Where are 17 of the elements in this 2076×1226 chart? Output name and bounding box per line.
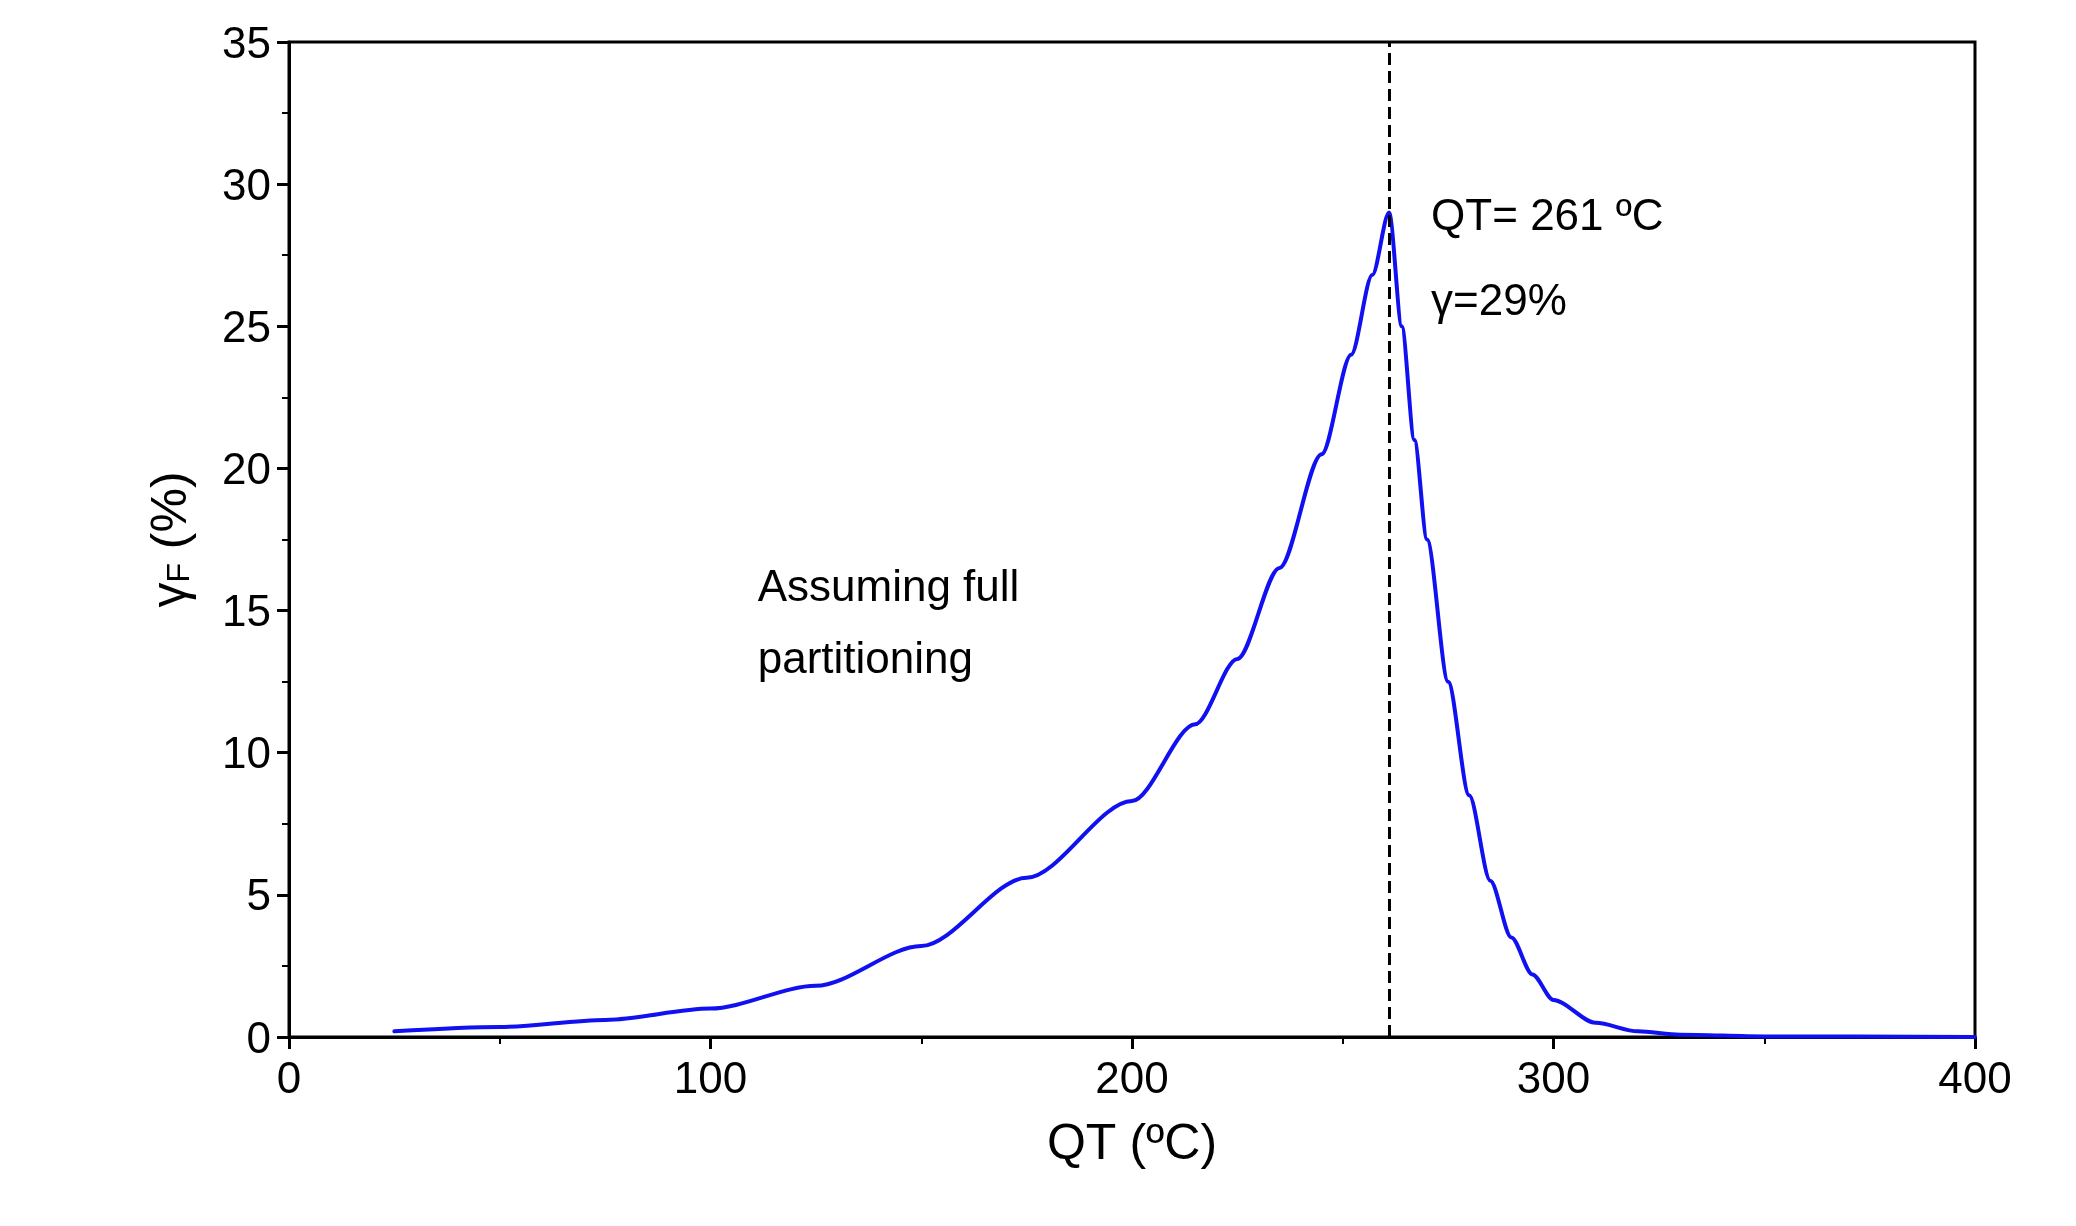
x-axis-title: QT (ºC) [1046,1114,1218,1170]
y-tick-label: 15 [222,586,271,636]
annotation: QT= 261 ºC [1431,190,1664,240]
x-tick-label: 300 [1516,1052,1591,1102]
x-tick-label: 200 [1095,1052,1169,1102]
y-tick-label: 0 [246,1012,271,1062]
annotation: Assuming full partitioning [757,560,1020,682]
y-tick-label: 35 [222,17,271,67]
x-tick-label: 400 [1938,1052,2012,1102]
annotation: γ=29% [1431,275,1567,325]
y-tick-label: 25 [222,301,271,351]
y-tick-label: 5 [246,870,271,920]
y-tick-label: 10 [222,728,271,778]
y-tick-label: 30 [222,159,271,209]
x-tick-label: 100 [673,1052,748,1102]
y-tick-label: 20 [222,443,271,493]
y-axis-title: γF (%) [141,471,197,608]
